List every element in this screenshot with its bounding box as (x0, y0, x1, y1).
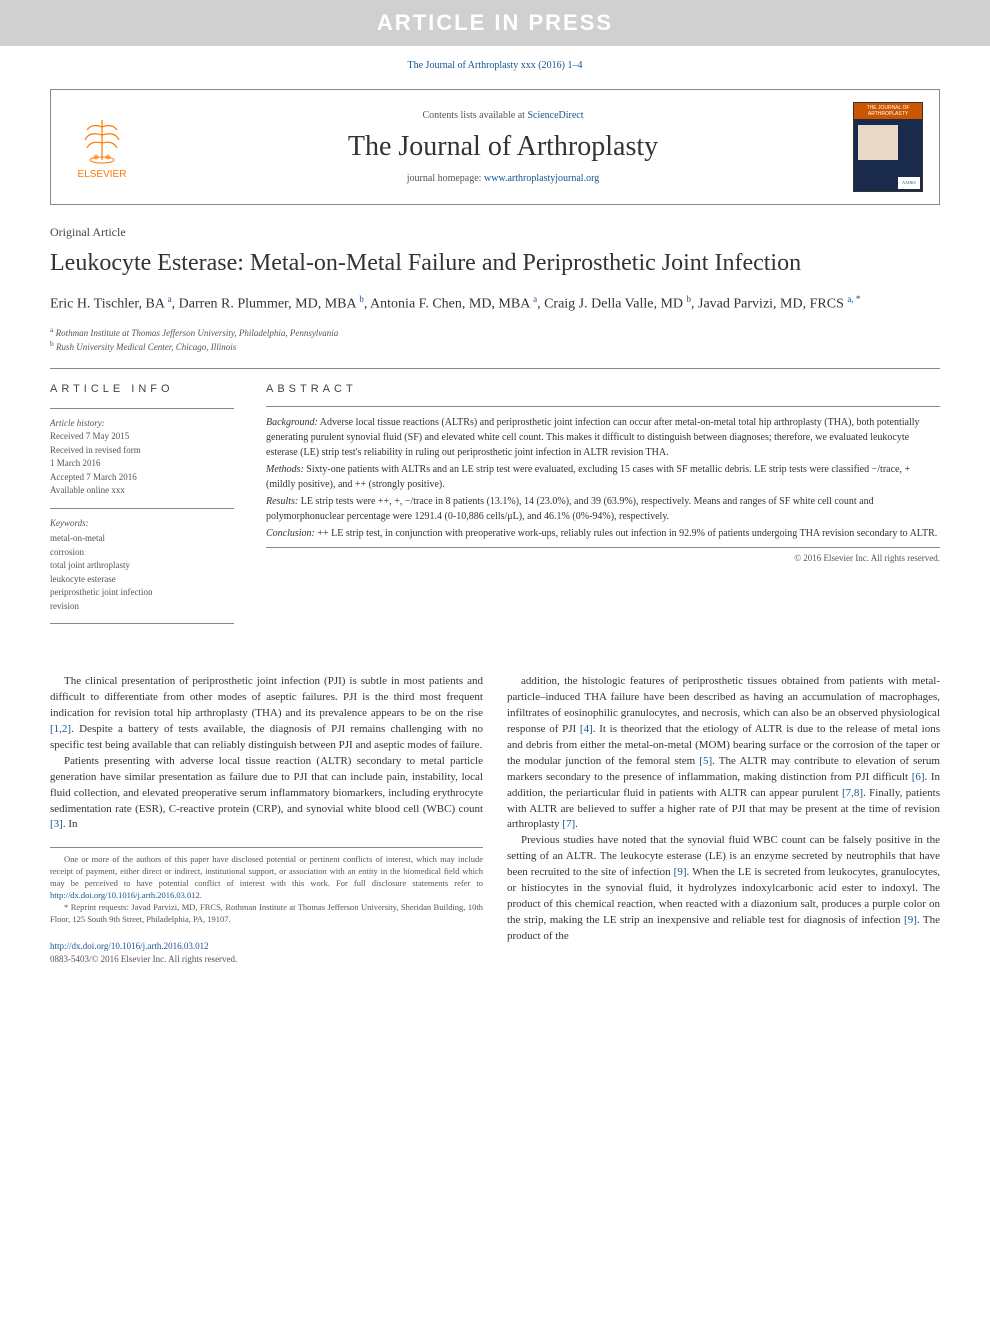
body-para: Previous studies have noted that the syn… (507, 833, 940, 945)
issn-line: 0883-5403/© 2016 Elsevier Inc. All right… (50, 953, 483, 966)
elsevier-tree-icon (77, 115, 127, 165)
body-text: The clinical presentation of periprosthe… (50, 674, 940, 966)
body-para: Patients presenting with adverse local t… (50, 754, 483, 834)
contents-line: Contents lists available at ScienceDirec… (153, 110, 853, 121)
column-right: addition, the histologic features of per… (507, 674, 940, 966)
article-type: Original Article (50, 225, 940, 240)
reprint-footnote: * Reprint requests: Javad Parvizi, MD, F… (50, 902, 483, 926)
cover-banner: THE JOURNAL OFARTHROPLASTY (854, 103, 922, 119)
conflict-doi-link[interactable]: http://dx.doi.org/10.1016/j.arth.2016.03… (50, 890, 200, 900)
masthead: ELSEVIER Contents lists available at Sci… (50, 89, 940, 205)
abstract-block: ABSTRACT Background: Adverse local tissu… (250, 369, 940, 644)
authors-list: Eric H. Tischler, BA a, Darren R. Plumme… (50, 293, 940, 315)
history-label: Article history: (50, 417, 234, 431)
cover-image-placeholder (858, 125, 898, 160)
sciencedirect-link[interactable]: ScienceDirect (527, 110, 583, 121)
abstract-section: Conclusion: ++ LE strip test, in conjunc… (266, 526, 940, 541)
abstract-copyright: © 2016 Elsevier Inc. All rights reserved… (266, 547, 940, 566)
abstract-heading: ABSTRACT (266, 381, 940, 398)
elsevier-label: ELSEVIER (67, 169, 137, 180)
column-left: The clinical presentation of periprosthe… (50, 674, 483, 966)
affiliations: a Rothman Institute at Thomas Jefferson … (50, 325, 940, 354)
homepage-line: journal homepage: www.arthroplastyjourna… (153, 173, 853, 184)
article-info-heading: ARTICLE INFO (50, 381, 234, 398)
doi-line: http://dx.doi.org/10.1016/j.arth.2016.03… (50, 940, 483, 953)
article-info-sidebar: ARTICLE INFO Article history: Received 7… (50, 369, 250, 644)
journal-name: The Journal of Arthroplasty (153, 131, 853, 163)
masthead-center: Contents lists available at ScienceDirec… (153, 110, 853, 184)
body-para: addition, the histologic features of per… (507, 674, 940, 833)
abstract-section: Results: LE strip tests were ++, +, −/tr… (266, 494, 940, 524)
body-para: The clinical presentation of periprosthe… (50, 674, 483, 754)
article-title: Leukocyte Esterase: Metal-on-Metal Failu… (50, 248, 940, 279)
homepage-prefix: journal homepage: (407, 173, 484, 184)
article-in-press-banner: ARTICLE IN PRESS (0, 0, 990, 46)
citation-line: The Journal of Arthroplasty xxx (2016) 1… (0, 46, 990, 81)
footnotes: One or more of the authors of this paper… (50, 847, 483, 925)
journal-cover-thumbnail[interactable]: THE JOURNAL OFARTHROPLASTY AAHKS (853, 102, 923, 192)
abstract-section: Methods: Sixty-one patients with ALTRs a… (266, 462, 940, 492)
keywords-label: Keywords: (50, 517, 234, 531)
history-lines: Received 7 May 2015Received in revised f… (50, 430, 234, 498)
abstract-section: Background: Adverse local tissue reactio… (266, 415, 940, 460)
doi-link[interactable]: http://dx.doi.org/10.1016/j.arth.2016.03… (50, 941, 209, 951)
aahks-badge: AAHKS (898, 177, 920, 189)
contents-prefix: Contents lists available at (422, 110, 527, 121)
conflict-footnote: One or more of the authors of this paper… (50, 854, 483, 902)
elsevier-logo[interactable]: ELSEVIER (67, 115, 137, 180)
keywords-list: metal-on-metalcorrosiontotal joint arthr… (50, 532, 234, 613)
homepage-link[interactable]: www.arthroplastyjournal.org (484, 173, 599, 184)
